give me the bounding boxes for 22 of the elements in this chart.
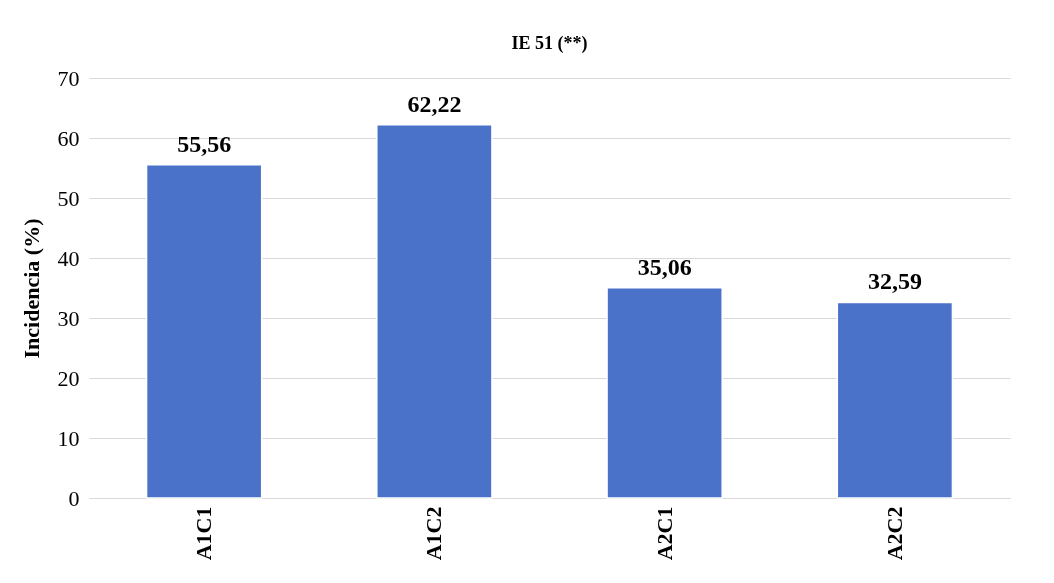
x-tick-label: A2C1 bbox=[651, 506, 677, 561]
y-tick-label: 50 bbox=[57, 185, 80, 211]
data-label: 35,06 bbox=[637, 253, 692, 280]
data-label: 62,22 bbox=[407, 90, 462, 117]
bar bbox=[836, 301, 954, 499]
bar bbox=[145, 163, 263, 499]
data-label: 32,59 bbox=[867, 268, 922, 295]
y-tick-label: 30 bbox=[57, 305, 80, 331]
x-tick-label: A1C2 bbox=[421, 506, 447, 561]
bar bbox=[606, 286, 723, 499]
bar bbox=[376, 123, 493, 499]
y-tick-label: 40 bbox=[57, 245, 80, 271]
y-tick-label: 70 bbox=[57, 65, 80, 91]
y-axis-title: Incidencia (%) bbox=[18, 218, 44, 359]
y-tick-label: 20 bbox=[57, 365, 80, 391]
y-tick-label: 0 bbox=[68, 485, 80, 511]
x-tick-label: A1C1 bbox=[191, 506, 217, 561]
data-label: 55,56 bbox=[177, 130, 232, 157]
x-tick-label: A2C2 bbox=[881, 506, 907, 561]
chart-title: IE 51 (**) bbox=[511, 33, 588, 54]
y-tick-label: 10 bbox=[57, 425, 80, 451]
y-tick-label: 60 bbox=[57, 125, 80, 151]
